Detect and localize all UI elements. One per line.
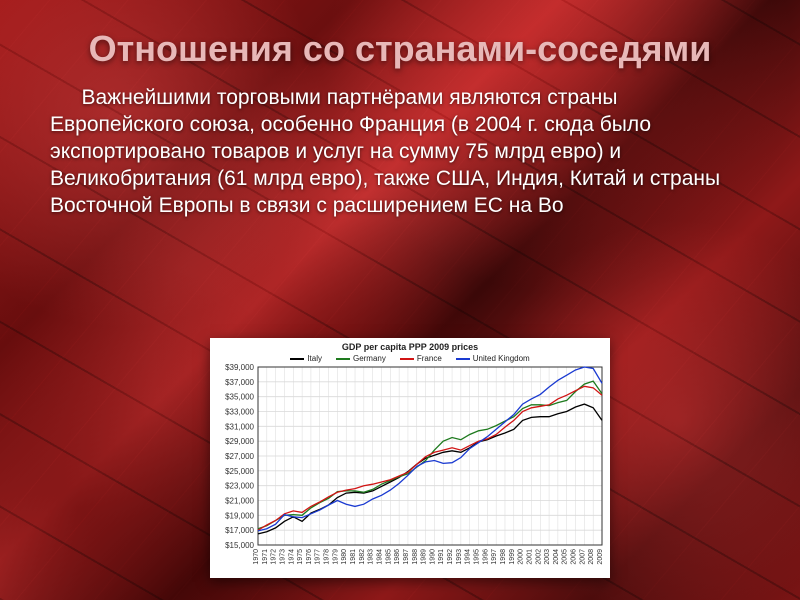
gdp-chart: GDP per capita PPP 2009 prices Italy Germ…	[210, 338, 610, 578]
legend-swatch	[336, 358, 350, 360]
svg-text:$25,000: $25,000	[225, 467, 254, 476]
legend-swatch	[456, 358, 470, 360]
svg-text:$39,000: $39,000	[225, 363, 254, 372]
svg-text:1993: 1993	[456, 549, 463, 565]
svg-text:1982: 1982	[359, 549, 366, 565]
svg-text:1996: 1996	[482, 549, 489, 565]
svg-text:1992: 1992	[447, 549, 454, 565]
svg-text:1971: 1971	[262, 549, 269, 565]
slide-title: Отношения со странами-соседями	[50, 28, 750, 69]
svg-text:1984: 1984	[376, 549, 383, 565]
chart-title: GDP per capita PPP 2009 prices	[210, 338, 610, 352]
svg-text:$37,000: $37,000	[225, 378, 254, 387]
svg-text:1975: 1975	[297, 549, 304, 565]
legend-swatch	[400, 358, 414, 360]
svg-text:2007: 2007	[579, 549, 586, 565]
svg-text:$33,000: $33,000	[225, 408, 254, 417]
svg-text:2005: 2005	[562, 549, 569, 565]
svg-text:$21,000: $21,000	[225, 497, 254, 506]
legend-label: Germany	[353, 354, 386, 363]
svg-text:1988: 1988	[412, 549, 419, 565]
svg-text:2003: 2003	[544, 549, 551, 565]
svg-text:$17,000: $17,000	[225, 526, 254, 535]
legend-item: Germany	[336, 354, 386, 363]
svg-text:1977: 1977	[315, 549, 322, 565]
chart-legend: Italy Germany France United Kingdom	[210, 352, 610, 363]
svg-text:2006: 2006	[571, 549, 578, 565]
legend-label: France	[417, 354, 442, 363]
svg-text:2002: 2002	[535, 549, 542, 565]
svg-text:1987: 1987	[403, 549, 410, 565]
svg-text:1986: 1986	[394, 549, 401, 565]
slide-body-text: Важнейшими торговыми партнёрами являются…	[50, 85, 750, 219]
svg-text:1994: 1994	[465, 549, 472, 565]
svg-text:$15,000: $15,000	[225, 541, 254, 550]
svg-text:1972: 1972	[271, 549, 278, 565]
svg-text:1995: 1995	[474, 549, 481, 565]
svg-text:1998: 1998	[500, 549, 507, 565]
svg-text:$29,000: $29,000	[225, 437, 254, 446]
svg-text:$19,000: $19,000	[225, 511, 254, 520]
svg-text:1979: 1979	[332, 549, 339, 565]
svg-text:1978: 1978	[324, 549, 331, 565]
svg-text:1980: 1980	[341, 549, 348, 565]
svg-text:1973: 1973	[279, 549, 286, 565]
svg-text:1983: 1983	[368, 549, 375, 565]
svg-text:2000: 2000	[518, 549, 525, 565]
legend-item: Italy	[290, 354, 322, 363]
svg-text:1999: 1999	[509, 549, 516, 565]
svg-text:$31,000: $31,000	[225, 422, 254, 431]
legend-swatch	[290, 358, 304, 360]
svg-text:1991: 1991	[438, 549, 445, 565]
svg-text:1970: 1970	[253, 549, 260, 565]
svg-text:1976: 1976	[306, 549, 313, 565]
chart-plot: $15,000 $17,000 $19,000 $21,000 $23,000 $25,0…	[210, 363, 610, 573]
svg-text:$23,000: $23,000	[225, 482, 254, 491]
svg-text:1997: 1997	[491, 549, 498, 565]
svg-text:1990: 1990	[429, 549, 436, 565]
svg-text:2001: 2001	[526, 549, 533, 565]
svg-text:1989: 1989	[421, 549, 428, 565]
svg-text:2008: 2008	[588, 549, 595, 565]
svg-text:$35,000: $35,000	[225, 393, 254, 402]
svg-text:1981: 1981	[350, 549, 357, 565]
svg-text:1985: 1985	[385, 549, 392, 565]
slide-content: Отношения со странами-соседями Важнейшим…	[0, 0, 800, 600]
svg-text:2004: 2004	[553, 549, 560, 565]
svg-text:$27,000: $27,000	[225, 452, 254, 461]
svg-text:2009: 2009	[597, 549, 604, 565]
legend-label: United Kingdom	[473, 354, 530, 363]
svg-text:1974: 1974	[288, 549, 295, 565]
legend-item: United Kingdom	[456, 354, 530, 363]
legend-label: Italy	[307, 354, 322, 363]
legend-item: France	[400, 354, 442, 363]
